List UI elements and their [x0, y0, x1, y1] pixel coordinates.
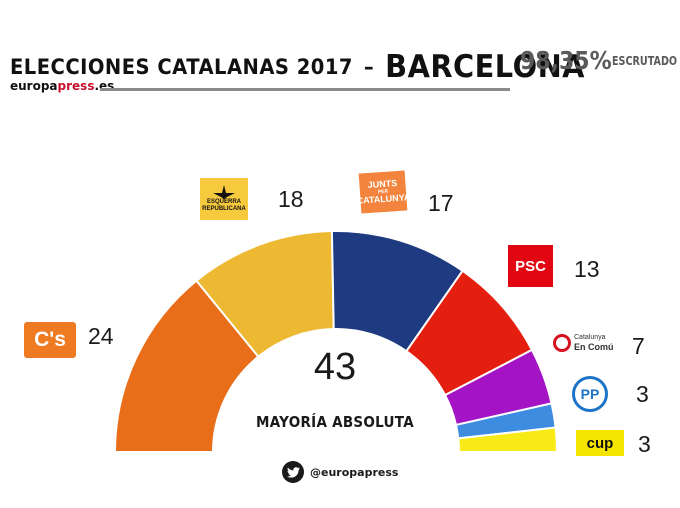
- title-election: ELECCIONES CATALANAS 2017: [10, 55, 353, 79]
- title-city: BARCELONA: [385, 49, 585, 85]
- erc-logo: ESQUERRA REPUBLICANA: [200, 178, 248, 220]
- comu-line1: Catalunya: [574, 334, 606, 341]
- cup-logo-text: cup: [586, 434, 614, 452]
- erc-line2: REPUBLICANA: [202, 206, 246, 212]
- cs-logo: C's: [24, 322, 76, 358]
- cs-logo-text: C's: [34, 328, 66, 351]
- comu-text: Catalunya En Comú: [574, 334, 614, 352]
- majority-value: 43: [313, 346, 357, 388]
- scrutiny-label: ESCRUTADO: [612, 54, 678, 68]
- seats-cs: 24: [88, 323, 114, 349]
- erc-star-icon: [213, 185, 235, 199]
- psc-logo-text: PSC: [515, 257, 546, 275]
- seats-psc: 13: [574, 256, 600, 282]
- chart-title: ELECCIONES CATALANAS 2017 – BARCELONA: [10, 46, 585, 85]
- twitter-bird-icon: [282, 461, 304, 483]
- comu-line2: En Comú: [574, 342, 614, 352]
- twitter-handle[interactable]: @europapress: [310, 465, 399, 479]
- seats-cup: 3: [638, 431, 651, 457]
- title-dash: –: [363, 55, 375, 79]
- psc-logo: PSC: [508, 245, 553, 287]
- seats-pp: 3: [636, 381, 649, 407]
- brand-europa: europa: [10, 79, 58, 93]
- seats-erc: 18: [278, 186, 304, 212]
- brand-press: press: [57, 79, 95, 93]
- comu-circle-icon: [553, 334, 571, 352]
- erc-line1: ESQUERRA: [206, 199, 241, 205]
- seat-segment-6: [457, 426, 559, 453]
- seats-comu: 7: [632, 333, 645, 359]
- twitter-credit[interactable]: @europapress: [282, 461, 398, 483]
- scrutiny-percent: 98,35%: [520, 46, 612, 75]
- junts-line2: CATALUNYA: [356, 192, 411, 206]
- twitter-bird-shape: [286, 466, 300, 478]
- junts-logo: JUNTS PER CATALUNYA: [356, 170, 411, 214]
- header-rule: [100, 88, 510, 91]
- brand-logo: europapress.es: [10, 79, 114, 93]
- majority-label: MAYORÍA ABSOLUTA: [256, 413, 414, 431]
- cup-logo: cup: [576, 430, 624, 456]
- comu-logo: Catalunya En Comú: [553, 330, 617, 356]
- seats-junts: 17: [428, 190, 454, 216]
- chart-header: ELECCIONES CATALANAS 2017 – BARCELONA 98…: [10, 38, 680, 85]
- pp-logo: PP: [572, 376, 608, 412]
- pp-logo-text: PP: [580, 386, 600, 402]
